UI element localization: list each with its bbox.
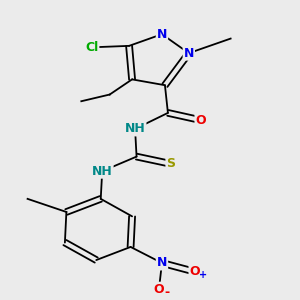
Text: Cl: Cl xyxy=(85,41,98,54)
Text: N: N xyxy=(157,256,167,269)
Text: N: N xyxy=(157,28,167,41)
Text: O: O xyxy=(154,283,164,296)
Text: O: O xyxy=(196,114,206,127)
Text: S: S xyxy=(167,158,176,170)
Text: +: + xyxy=(199,270,207,280)
Text: N: N xyxy=(184,46,194,60)
Text: O: O xyxy=(190,265,200,278)
Text: NH: NH xyxy=(125,122,146,135)
Text: -: - xyxy=(164,286,169,299)
Text: NH: NH xyxy=(92,165,112,178)
